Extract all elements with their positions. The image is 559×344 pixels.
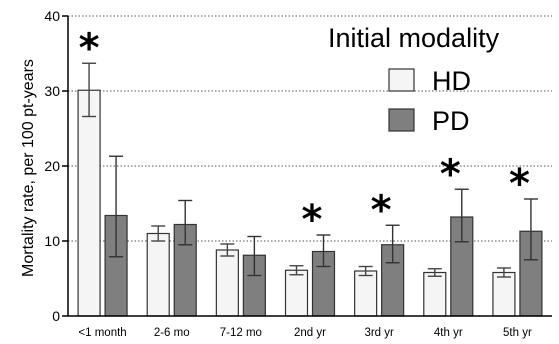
significance-star: *: [79, 25, 100, 71]
bar-hd: [215, 249, 239, 317]
x-tick-label: 2nd yr: [294, 327, 326, 339]
x-tick-label: 5th yr: [503, 327, 532, 339]
significance-star: *: [371, 187, 392, 233]
bar-hd: [146, 232, 170, 317]
chart-title: Initial modality: [328, 23, 500, 53]
y-tick-label: 10: [44, 233, 60, 249]
legend: HD PD: [388, 66, 471, 136]
bar-hd: [284, 269, 309, 317]
significance-annotations: * * * * *: [79, 25, 530, 243]
y-axis-label: Mortality rate, per 100 pt-years: [20, 59, 37, 277]
legend-label-pd: PD: [432, 106, 470, 136]
y-tick-label: 40: [44, 8, 60, 24]
error-bars: [82, 62, 538, 278]
x-tick-label: 2-6 mo: [154, 327, 190, 339]
legend-swatch-hd: [388, 68, 415, 92]
legend-label-hd: HD: [432, 66, 471, 96]
y-tick-label: 0: [52, 308, 60, 324]
bar-hd: [423, 271, 447, 317]
y-tick-label: 20: [44, 158, 60, 174]
legend-swatch-pd: [388, 108, 415, 132]
y-tick-label: 30: [44, 83, 60, 99]
significance-star: *: [509, 161, 530, 207]
bar-hd: [77, 89, 101, 317]
bar-hd: [354, 270, 378, 317]
x-tick-labels: <1 month 2-6 mo 7-12 mo 2nd yr 3rd yr 4th yr 5…: [78, 327, 532, 339]
significance-star: *: [302, 197, 323, 243]
bar-hd: [492, 271, 516, 317]
x-tick-label: <1 month: [78, 327, 126, 339]
x-tick-label: 3rd yr: [364, 327, 394, 339]
x-tick-label: 4th yr: [434, 327, 463, 339]
significance-star: *: [440, 151, 461, 197]
x-tick-label: 7-12 mo: [220, 327, 262, 339]
y-ticks: 0 10 20 30 40: [44, 8, 68, 324]
